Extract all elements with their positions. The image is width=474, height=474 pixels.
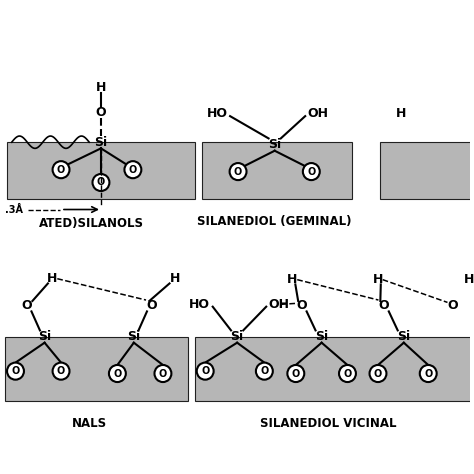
Text: HO: HO [207, 107, 228, 120]
Text: O: O [201, 366, 210, 376]
Circle shape [420, 365, 437, 382]
Circle shape [229, 163, 246, 180]
Text: OH: OH [269, 298, 290, 311]
Circle shape [125, 161, 141, 178]
Text: Si: Si [127, 330, 140, 343]
Text: O: O [374, 368, 382, 379]
Circle shape [53, 161, 70, 178]
FancyBboxPatch shape [5, 337, 188, 401]
Text: Si: Si [397, 330, 410, 343]
Text: SILANEDIOL VICINAL: SILANEDIOL VICINAL [260, 417, 397, 430]
Text: O: O [379, 299, 390, 312]
Circle shape [287, 365, 304, 382]
Text: O: O [129, 164, 137, 175]
Text: SILANEDIOL (GEMINAL): SILANEDIOL (GEMINAL) [198, 215, 352, 228]
Circle shape [370, 365, 386, 382]
Text: H: H [46, 272, 57, 285]
Text: Si: Si [230, 330, 244, 343]
FancyBboxPatch shape [195, 337, 474, 401]
Circle shape [7, 363, 24, 380]
Text: Si: Si [94, 136, 108, 149]
Text: O: O [292, 368, 300, 379]
FancyBboxPatch shape [202, 142, 352, 199]
Text: O: O [260, 366, 268, 376]
Text: NALS: NALS [72, 417, 107, 430]
Text: H: H [287, 273, 298, 286]
Text: O: O [57, 366, 65, 376]
Text: O: O [343, 368, 352, 379]
Text: O: O [234, 166, 242, 177]
Circle shape [303, 163, 320, 180]
Text: ATED)SILANOLS: ATED)SILANOLS [39, 217, 144, 230]
FancyBboxPatch shape [7, 142, 195, 199]
Text: .3Å: .3Å [5, 204, 23, 215]
Text: O: O [307, 166, 315, 177]
Text: Si: Si [268, 138, 281, 151]
Text: O: O [159, 368, 167, 379]
Text: O: O [97, 177, 105, 188]
Text: O: O [113, 368, 121, 379]
Text: H: H [373, 273, 383, 286]
Circle shape [92, 174, 109, 191]
Circle shape [339, 365, 356, 382]
Text: HO: HO [189, 298, 210, 311]
Circle shape [197, 363, 214, 380]
Circle shape [109, 365, 126, 382]
Text: O: O [21, 299, 32, 312]
Text: Si: Si [38, 330, 51, 343]
Circle shape [155, 365, 172, 382]
Text: H: H [396, 107, 407, 120]
Text: O: O [424, 368, 432, 379]
FancyBboxPatch shape [380, 142, 474, 199]
Text: Si: Si [315, 330, 328, 343]
Text: O: O [57, 164, 65, 175]
Text: H: H [96, 81, 106, 94]
Text: O: O [448, 299, 458, 312]
Text: O: O [96, 106, 106, 119]
Text: H: H [464, 273, 474, 286]
Text: O: O [297, 299, 307, 312]
Text: H: H [170, 272, 180, 285]
Circle shape [53, 363, 70, 380]
Text: O: O [146, 299, 157, 312]
Circle shape [256, 363, 273, 380]
Text: OH: OH [308, 107, 328, 120]
Text: O: O [11, 366, 19, 376]
